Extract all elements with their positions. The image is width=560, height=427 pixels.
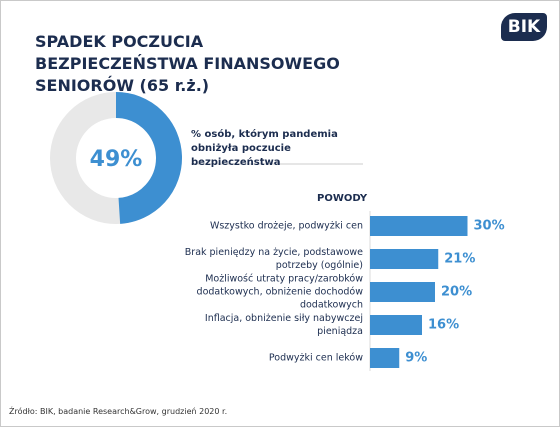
value-label: 16% <box>428 317 460 333</box>
source: Źródło: BIK, badanie Research&Grow, grud… <box>9 407 228 416</box>
category-label: Wszystko drożeje, podwyżki cen <box>209 220 363 232</box>
bar <box>370 282 435 302</box>
bar <box>370 249 439 269</box>
category-label: Możliwość utraty pracy/zarobków dodatkow… <box>196 273 363 311</box>
title: SPADEK POCZUCIA BEZPIECZEŃSTWA FINANSOWE… <box>35 32 340 95</box>
value-label: 20% <box>441 284 473 300</box>
value-label: 21% <box>444 251 476 267</box>
donut-label: % osób, którym pandemia obniżyła poczuci… <box>191 129 338 168</box>
logo: BIK <box>501 13 547 41</box>
bar <box>370 216 468 236</box>
category-label: Podwyżki cen leków <box>268 352 363 364</box>
value-label: 9% <box>405 350 428 366</box>
bar <box>370 315 422 335</box>
bar-chart-title: POWODY <box>317 193 368 204</box>
category-label: Inflacja, obniżenie siły nabywczej pieni… <box>204 313 363 337</box>
value-label: 30% <box>473 218 505 234</box>
category-label: Brak pieniędzy na życie, podstawowe potr… <box>184 247 363 271</box>
bar <box>370 348 400 368</box>
donut-segment <box>115 92 182 224</box>
donut-value-label: 49% <box>90 147 143 172</box>
